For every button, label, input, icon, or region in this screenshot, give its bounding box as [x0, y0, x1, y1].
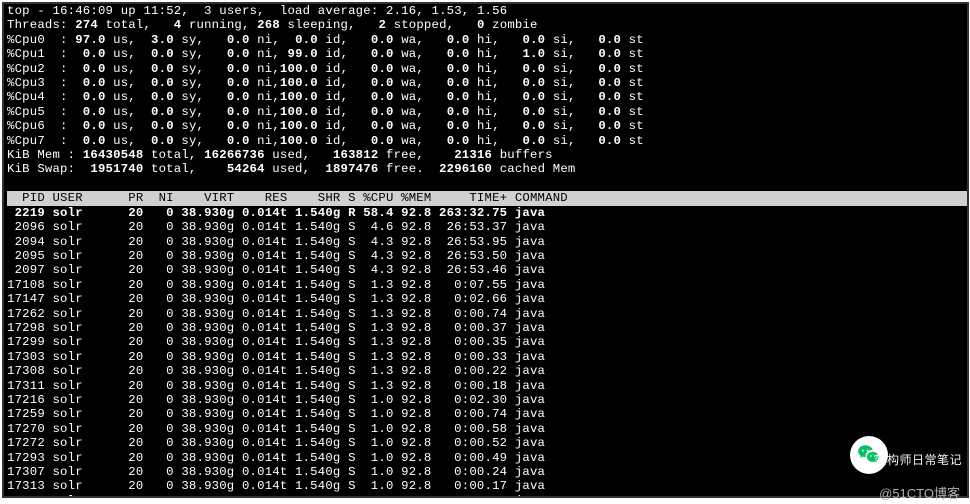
table-row[interactable]: 17216 solr 20 0 38.930g 0.014t 1.540g S … [7, 393, 545, 407]
top-line1: top - 16:46:09 up 11:52, 3 users, load a… [7, 4, 507, 18]
terminal-window[interactable]: top - 16:46:09 up 11:52, 3 users, load a… [2, 2, 969, 498]
table-row[interactable]: 17293 solr 20 0 38.930g 0.014t 1.540g S … [7, 451, 545, 465]
table-row[interactable]: 17259 solr 20 0 38.930g 0.014t 1.540g S … [7, 407, 545, 421]
table-row[interactable]: 2219 solr 20 0 38.930g 0.014t 1.540g R 5… [7, 206, 545, 220]
table-row[interactable]: 17108 solr 20 0 38.930g 0.014t 1.540g S … [7, 278, 545, 292]
table-row[interactable]: 17272 solr 20 0 38.930g 0.014t 1.540g S … [7, 436, 545, 450]
table-row[interactable]: 2097 solr 20 0 38.930g 0.014t 1.540g S 4… [7, 263, 545, 277]
top-swap: KiB Swap: 1951740 total, 54264 used, 189… [7, 162, 576, 176]
table-row[interactable]: 17147 solr 20 0 38.930g 0.014t 1.540g S … [7, 292, 545, 306]
table-row[interactable]: 17308 solr 20 0 38.930g 0.014t 1.540g S … [7, 364, 545, 378]
cpu-lines: %Cpu0 : 97.0 us, 3.0 sy, 0.0 ni, 0.0 id,… [7, 33, 644, 148]
table-row[interactable]: 2096 solr 20 0 38.930g 0.014t 1.540g S 4… [7, 220, 545, 234]
table-row[interactable]: 17262 solr 20 0 38.930g 0.014t 1.540g S … [7, 307, 545, 321]
table-row[interactable]: 17298 solr 20 0 38.930g 0.014t 1.540g S … [7, 321, 545, 335]
column-header: PID USER PR NI VIRT RES SHR S %CPU %MEM … [7, 191, 967, 205]
table-row[interactable]: 17299 solr 20 0 38.930g 0.014t 1.540g S … [7, 335, 545, 349]
table-row[interactable]: 2094 solr 20 0 38.930g 0.014t 1.540g S 4… [7, 235, 545, 249]
watermark-label: 架构师日常笔记 [874, 451, 962, 468]
process-list: 2219 solr 20 0 38.930g 0.014t 1.540g R 5… [7, 206, 545, 498]
top-mem: KiB Mem : 16430548 total, 16266736 used,… [7, 148, 553, 162]
top-threads: Threads: 274 total, 4 running, 268 sleep… [7, 18, 538, 32]
table-row[interactable]: 17303 solr 20 0 38.930g 0.014t 1.540g S … [7, 350, 545, 364]
table-row[interactable]: 17270 solr 20 0 38.930g 0.014t 1.540g S … [7, 422, 545, 436]
table-row[interactable]: 17307 solr 20 0 38.930g 0.014t 1.540g S … [7, 465, 545, 479]
table-row[interactable]: 17313 solr 20 0 38.930g 0.014t 1.540g S … [7, 479, 545, 493]
table-row[interactable]: 2095 solr 20 0 38.930g 0.014t 1.540g S 4… [7, 249, 545, 263]
table-row[interactable]: 17319 solr 20 0 38.930g 0.014t 1.540g S … [7, 494, 545, 498]
watermark-credit: @51CTO博客 [879, 483, 960, 502]
table-row[interactable]: 17311 solr 20 0 38.930g 0.014t 1.540g S … [7, 379, 545, 393]
